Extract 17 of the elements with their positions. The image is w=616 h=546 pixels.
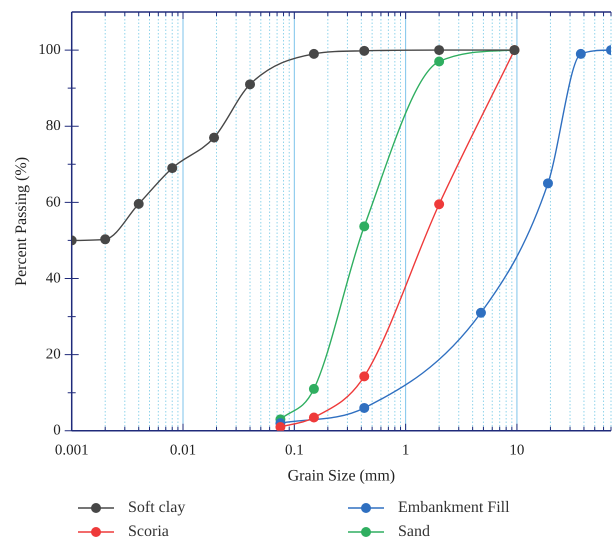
y-tick-label: 0 [53, 422, 61, 439]
legend-label: Scoria [128, 523, 169, 541]
x-tick-label: 1 [402, 442, 410, 459]
y-tick-label: 80 [46, 118, 61, 134]
legend-label: Embankment Fill [398, 499, 510, 517]
x-tick-label: 0.01 [170, 442, 196, 459]
y-tick-label: 60 [46, 194, 61, 210]
x-tick-label: 0.001 [54, 442, 89, 459]
x-tick-label: 0.1 [284, 442, 304, 459]
y-tick-label: 40 [46, 270, 61, 286]
y-tick-label: 20 [46, 346, 61, 363]
x-tick-label: 10 [509, 442, 524, 459]
legend-label: Sand [398, 523, 430, 541]
y-tick-label: 100 [38, 42, 61, 58]
x-axis-title: Grain Size (mm) [288, 468, 396, 485]
legend-label: Soft clay [128, 499, 186, 517]
y-axis-title: Percent Passing (%) [12, 156, 30, 286]
